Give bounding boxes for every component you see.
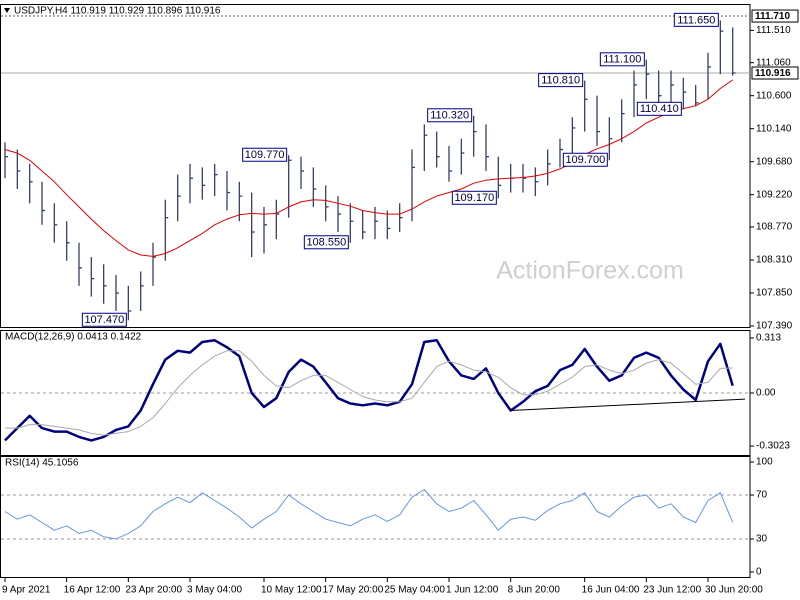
- x-tick-label: 23 Apr 20:00: [125, 585, 182, 596]
- pivot-label: 111.650: [677, 14, 715, 26]
- y-tick-label: 0: [756, 567, 762, 578]
- price-label-box: [751, 66, 799, 80]
- x-tick-label: 10 May 12:00: [261, 585, 322, 596]
- pivot-box: [562, 152, 608, 167]
- pivot-label: 109.170: [454, 192, 494, 204]
- y-tick-label: 108.770: [756, 222, 793, 233]
- pivot-label: 110.810: [541, 75, 580, 87]
- pivot-box: [673, 12, 719, 27]
- panel-title: USDJPY,H4 110.919 110.929 110.896 110.91…: [14, 6, 221, 17]
- panel-title: MACD(12,26,9) 0.0413 0.1422: [5, 332, 142, 343]
- pivot-box: [599, 52, 645, 67]
- x-tick-label: 30 Jun 20:00: [705, 585, 763, 596]
- pivot-box: [636, 101, 682, 116]
- pivot-box: [538, 73, 584, 88]
- y-tick-label: 30: [756, 534, 768, 545]
- price-label: 111.710: [755, 11, 790, 22]
- pivot-label: 110.410: [640, 103, 679, 115]
- x-tick-label: 25 May 04:00: [384, 585, 445, 596]
- y-tick-label: 110.600: [756, 90, 792, 101]
- y-tick-label: 108.310: [756, 255, 793, 266]
- panel-title: RSI(14) 45.1056: [5, 458, 79, 469]
- watermark: ActionForex.com: [496, 257, 684, 285]
- x-tick-label: 8 Jun 20:00: [508, 585, 561, 596]
- x-tick-label: 23 Jun 12:00: [643, 585, 701, 596]
- series-line: [4, 489, 734, 540]
- price-label-box: [751, 9, 799, 23]
- pivot-label: 109.700: [565, 154, 605, 166]
- series-line: [5, 350, 733, 436]
- pivot-label: 111.100: [603, 54, 641, 66]
- y-tick-label: 0.00: [756, 388, 776, 399]
- y-tick-label: 107.850: [756, 288, 793, 299]
- y-tick-label: -0.3023: [756, 441, 790, 452]
- y-tick-label: 70: [756, 490, 768, 501]
- panel-frame: [0, 4, 751, 328]
- panel-frame: [0, 456, 751, 578]
- series-line: [4, 339, 734, 442]
- pivot-label: 108.550: [306, 237, 346, 249]
- pivot-box: [303, 235, 349, 250]
- x-tick-label: 16 Jun 04:00: [582, 585, 640, 596]
- pivot-box: [242, 147, 288, 162]
- y-tick-label: 110.140: [756, 123, 792, 134]
- x-tick-label: 17 May 20:00: [323, 585, 384, 596]
- pivot-box: [81, 312, 127, 327]
- y-tick-label: 109.680: [756, 156, 793, 167]
- symbol-marker: [4, 8, 10, 13]
- series-line: [4, 79, 733, 257]
- pivot-label: 107.470: [84, 314, 124, 326]
- y-tick-label: 111.060: [756, 57, 791, 68]
- pivot-box: [427, 108, 473, 123]
- y-tick-label: 107.390: [756, 321, 793, 332]
- pivot-box: [451, 190, 497, 205]
- x-tick-label: 3 May 04:00: [187, 585, 242, 596]
- pivot-label: 109.770: [245, 149, 285, 161]
- price-label: 110.916: [755, 68, 791, 79]
- y-tick-label: 100: [756, 457, 773, 468]
- x-tick-label: 16 Apr 12:00: [64, 585, 121, 596]
- y-tick-label: 0.313: [756, 333, 781, 344]
- pivot-label: 110.320: [430, 110, 469, 122]
- y-tick-label: 109.220: [756, 189, 793, 200]
- x-tick-label: 1 Jun 12:00: [446, 585, 499, 596]
- trend-line: [510, 398, 746, 412]
- y-tick-label: 111.510: [756, 25, 791, 36]
- x-tick-label: 9 Apr 2021: [2, 585, 51, 596]
